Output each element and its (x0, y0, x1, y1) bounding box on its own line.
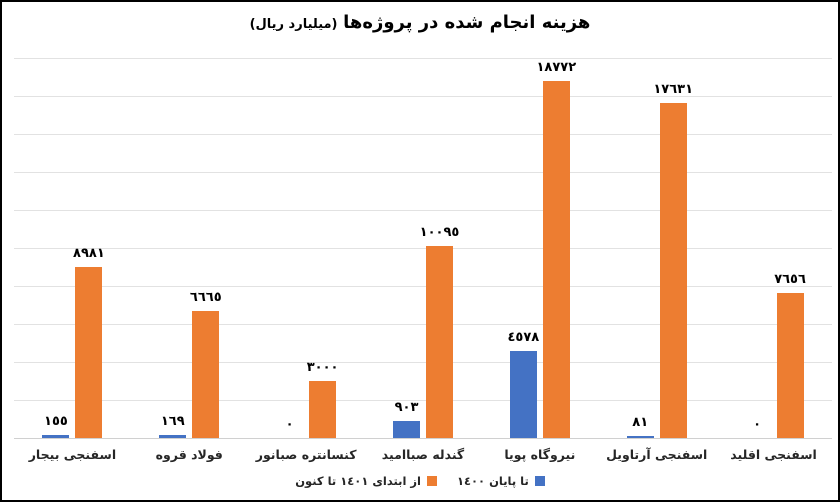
gridline (14, 134, 832, 135)
bar-series-orange (425, 246, 453, 438)
legend: تا پایان ١٤٠٠ از ابتدای ١٤٠١ تا کنون (2, 474, 838, 488)
gridline (14, 172, 832, 173)
gridline (14, 324, 832, 325)
bar-series-orange (192, 311, 220, 438)
category-label: اسفنجی اقلید (730, 447, 817, 462)
bar-slot: ٣٠٠٠ (306, 58, 339, 438)
gridline (14, 96, 832, 97)
bar-group: ٤٥٧٨ ١٨٧٧٢ نیروگاه پویا (481, 58, 598, 462)
data-label: ١٦٩ (160, 414, 185, 429)
gridline (14, 286, 832, 287)
category-label: کنسانتره صبانور (255, 447, 357, 462)
bar-slot: ٩٠٣ (392, 58, 420, 438)
bar-group: ١٦٩ ٦٦٦٥ فولاد قروه (131, 58, 248, 462)
bar-slot: ٨٩٨١ (73, 58, 105, 438)
bar-slot: ١٥٥ (42, 58, 70, 438)
bar-slot: ٤٥٧٨ (507, 58, 540, 438)
data-label: ٣٠٠٠ (306, 360, 339, 375)
bar-series-blue (626, 436, 654, 438)
gridline (14, 58, 832, 59)
gridline (14, 400, 832, 401)
bar-series-orange (75, 267, 103, 438)
bar-series-orange (776, 293, 804, 438)
category-label: فولاد قروه (155, 447, 223, 462)
legend-marker-icon (427, 476, 437, 486)
data-label: ٤٥٧٨ (507, 330, 540, 345)
plot-area: ١٥٥ ٨٩٨١ اسفنجی بیجار ١٦٩ ٦٦٦٥ فولاد قروه ٠ ٣٠٠… (14, 58, 832, 462)
data-label: ٠ (753, 417, 762, 432)
bar-slot: ٠ (276, 58, 303, 438)
data-label: ١٧٦٣١ (653, 82, 694, 97)
bar-series-orange (309, 381, 337, 438)
legend-item: تا پایان ١٤٠٠ (457, 474, 545, 488)
bar-slot: ١٠٠٩٥ (420, 58, 458, 438)
gridline (14, 210, 832, 211)
bar-slot: ٧٦٥٦ (774, 58, 806, 438)
bar-group: ١٥٥ ٨٩٨١ اسفنجی بیجار (14, 58, 131, 462)
bar-slot: ٦٦٦٥ (189, 58, 222, 438)
legend-label: تا پایان ١٤٠٠ (457, 474, 529, 488)
data-label: ١٥٥ (44, 414, 68, 429)
data-label: ٦٦٦٥ (189, 290, 222, 305)
bar-series-blue (392, 421, 420, 438)
category-label: اسفنجی آرتاویل (606, 447, 708, 462)
category-label: اسفنجی بیجار (28, 447, 117, 462)
gridline (14, 362, 832, 363)
data-label: ١٠٠٩٥ (419, 225, 460, 240)
bar-slot: ٨١ (626, 58, 654, 438)
legend-label: از ابتدای ١٤٠١ تا کنون (295, 474, 421, 488)
chart-title-text: هزینه انجام شده در پروژه‌ها (343, 12, 591, 33)
gridline (14, 248, 832, 249)
chart-title-unit: (میلیارد ریال) (249, 17, 338, 32)
bar-slot: ٠ (744, 58, 771, 438)
data-label: ١٨٧٧٢ (536, 60, 577, 75)
x-axis-line (14, 438, 832, 439)
bar-group: ٩٠٣ ١٠٠٩٥ گندله صباامید (365, 58, 482, 462)
bar-series-orange (542, 81, 570, 438)
bar-group: ٠ ٧٦٥٦ اسفنجی اقلید (715, 58, 832, 462)
chart-title: هزینه انجام شده در پروژه‌ها (میلیارد ریا… (2, 12, 838, 33)
category-label: گندله صباامید (381, 447, 465, 462)
bar-series-blue (159, 435, 187, 438)
data-label: ٧٦٥٦ (774, 272, 806, 287)
bar-series-orange (659, 103, 687, 438)
bar-series-blue (42, 435, 70, 438)
bar-slot: ١٧٦٣١ (653, 58, 692, 438)
bar-series-blue (509, 351, 537, 438)
bar-group: ٨١ ١٧٦٣١ اسفنجی آرتاویل (598, 58, 715, 462)
data-label: ٨١ (632, 415, 649, 430)
data-label: ٠ (285, 417, 294, 432)
category-label: نیروگاه پویا (504, 447, 576, 462)
legend-item: از ابتدای ١٤٠١ تا کنون (295, 474, 437, 488)
bar-slot: ١٨٧٧٢ (537, 58, 575, 438)
legend-marker-icon (534, 476, 545, 486)
bar-group: ٠ ٣٠٠٠ کنسانتره صبانور (248, 58, 365, 462)
bar-slot: ١٦٩ (159, 58, 187, 438)
data-label: ٨٩٨١ (73, 246, 105, 261)
data-label: ٩٠٣ (394, 400, 419, 415)
